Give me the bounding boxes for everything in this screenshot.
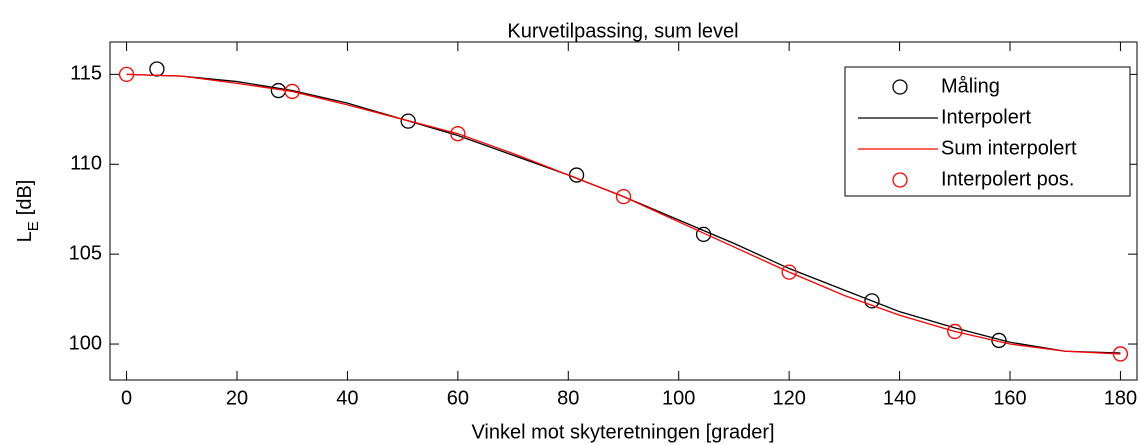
x-tick-label: 120	[772, 387, 805, 409]
x-tick-label: 140	[883, 387, 916, 409]
x-tick-label: 40	[336, 387, 358, 409]
x-tick-label: 60	[447, 387, 469, 409]
y-label-main: L	[14, 231, 36, 242]
y-tick-label: 115	[70, 63, 102, 85]
y-tick-label: 105	[69, 242, 102, 264]
data-point	[1112, 346, 1129, 362]
data-point	[400, 113, 416, 129]
legend-label: Måling	[941, 75, 1000, 97]
x-tick-label: 20	[226, 387, 248, 409]
legend-label: Interpolert	[941, 106, 1031, 128]
x-tick-label: 180	[1104, 387, 1137, 409]
x-tick-label: 160	[993, 387, 1026, 409]
data-point	[695, 226, 712, 243]
x-tick-label: 0	[121, 387, 132, 409]
y-label-unit: [dB]	[14, 180, 36, 216]
x-axis-label: Vinkel mot skyteretningen [grader]	[471, 421, 774, 443]
legend-label: Sum interpolert	[941, 137, 1077, 159]
data-point	[118, 66, 135, 83]
data-line	[126, 73, 1121, 355]
x-tick-label: 100	[662, 387, 695, 409]
data-point	[149, 61, 165, 77]
x-tick-label: 80	[557, 387, 579, 409]
legend-symbol	[892, 79, 908, 95]
chart-title: Kurvetilpassing, sum level	[507, 20, 738, 42]
y-label-sub: E	[25, 221, 42, 231]
data-point	[947, 323, 963, 340]
legend-label: Interpolert pos.	[941, 168, 1074, 190]
plot-frame	[109, 41, 1138, 381]
data-point	[864, 293, 880, 309]
legend-symbol	[892, 172, 908, 188]
y-axis-label: LE [dB]	[14, 180, 42, 243]
data-point	[615, 188, 632, 205]
y-tick-label: 100	[69, 332, 102, 354]
data-point	[284, 83, 300, 100]
data-point	[450, 126, 466, 142]
data-point	[781, 264, 797, 280]
y-tick-label: 110	[70, 153, 102, 175]
